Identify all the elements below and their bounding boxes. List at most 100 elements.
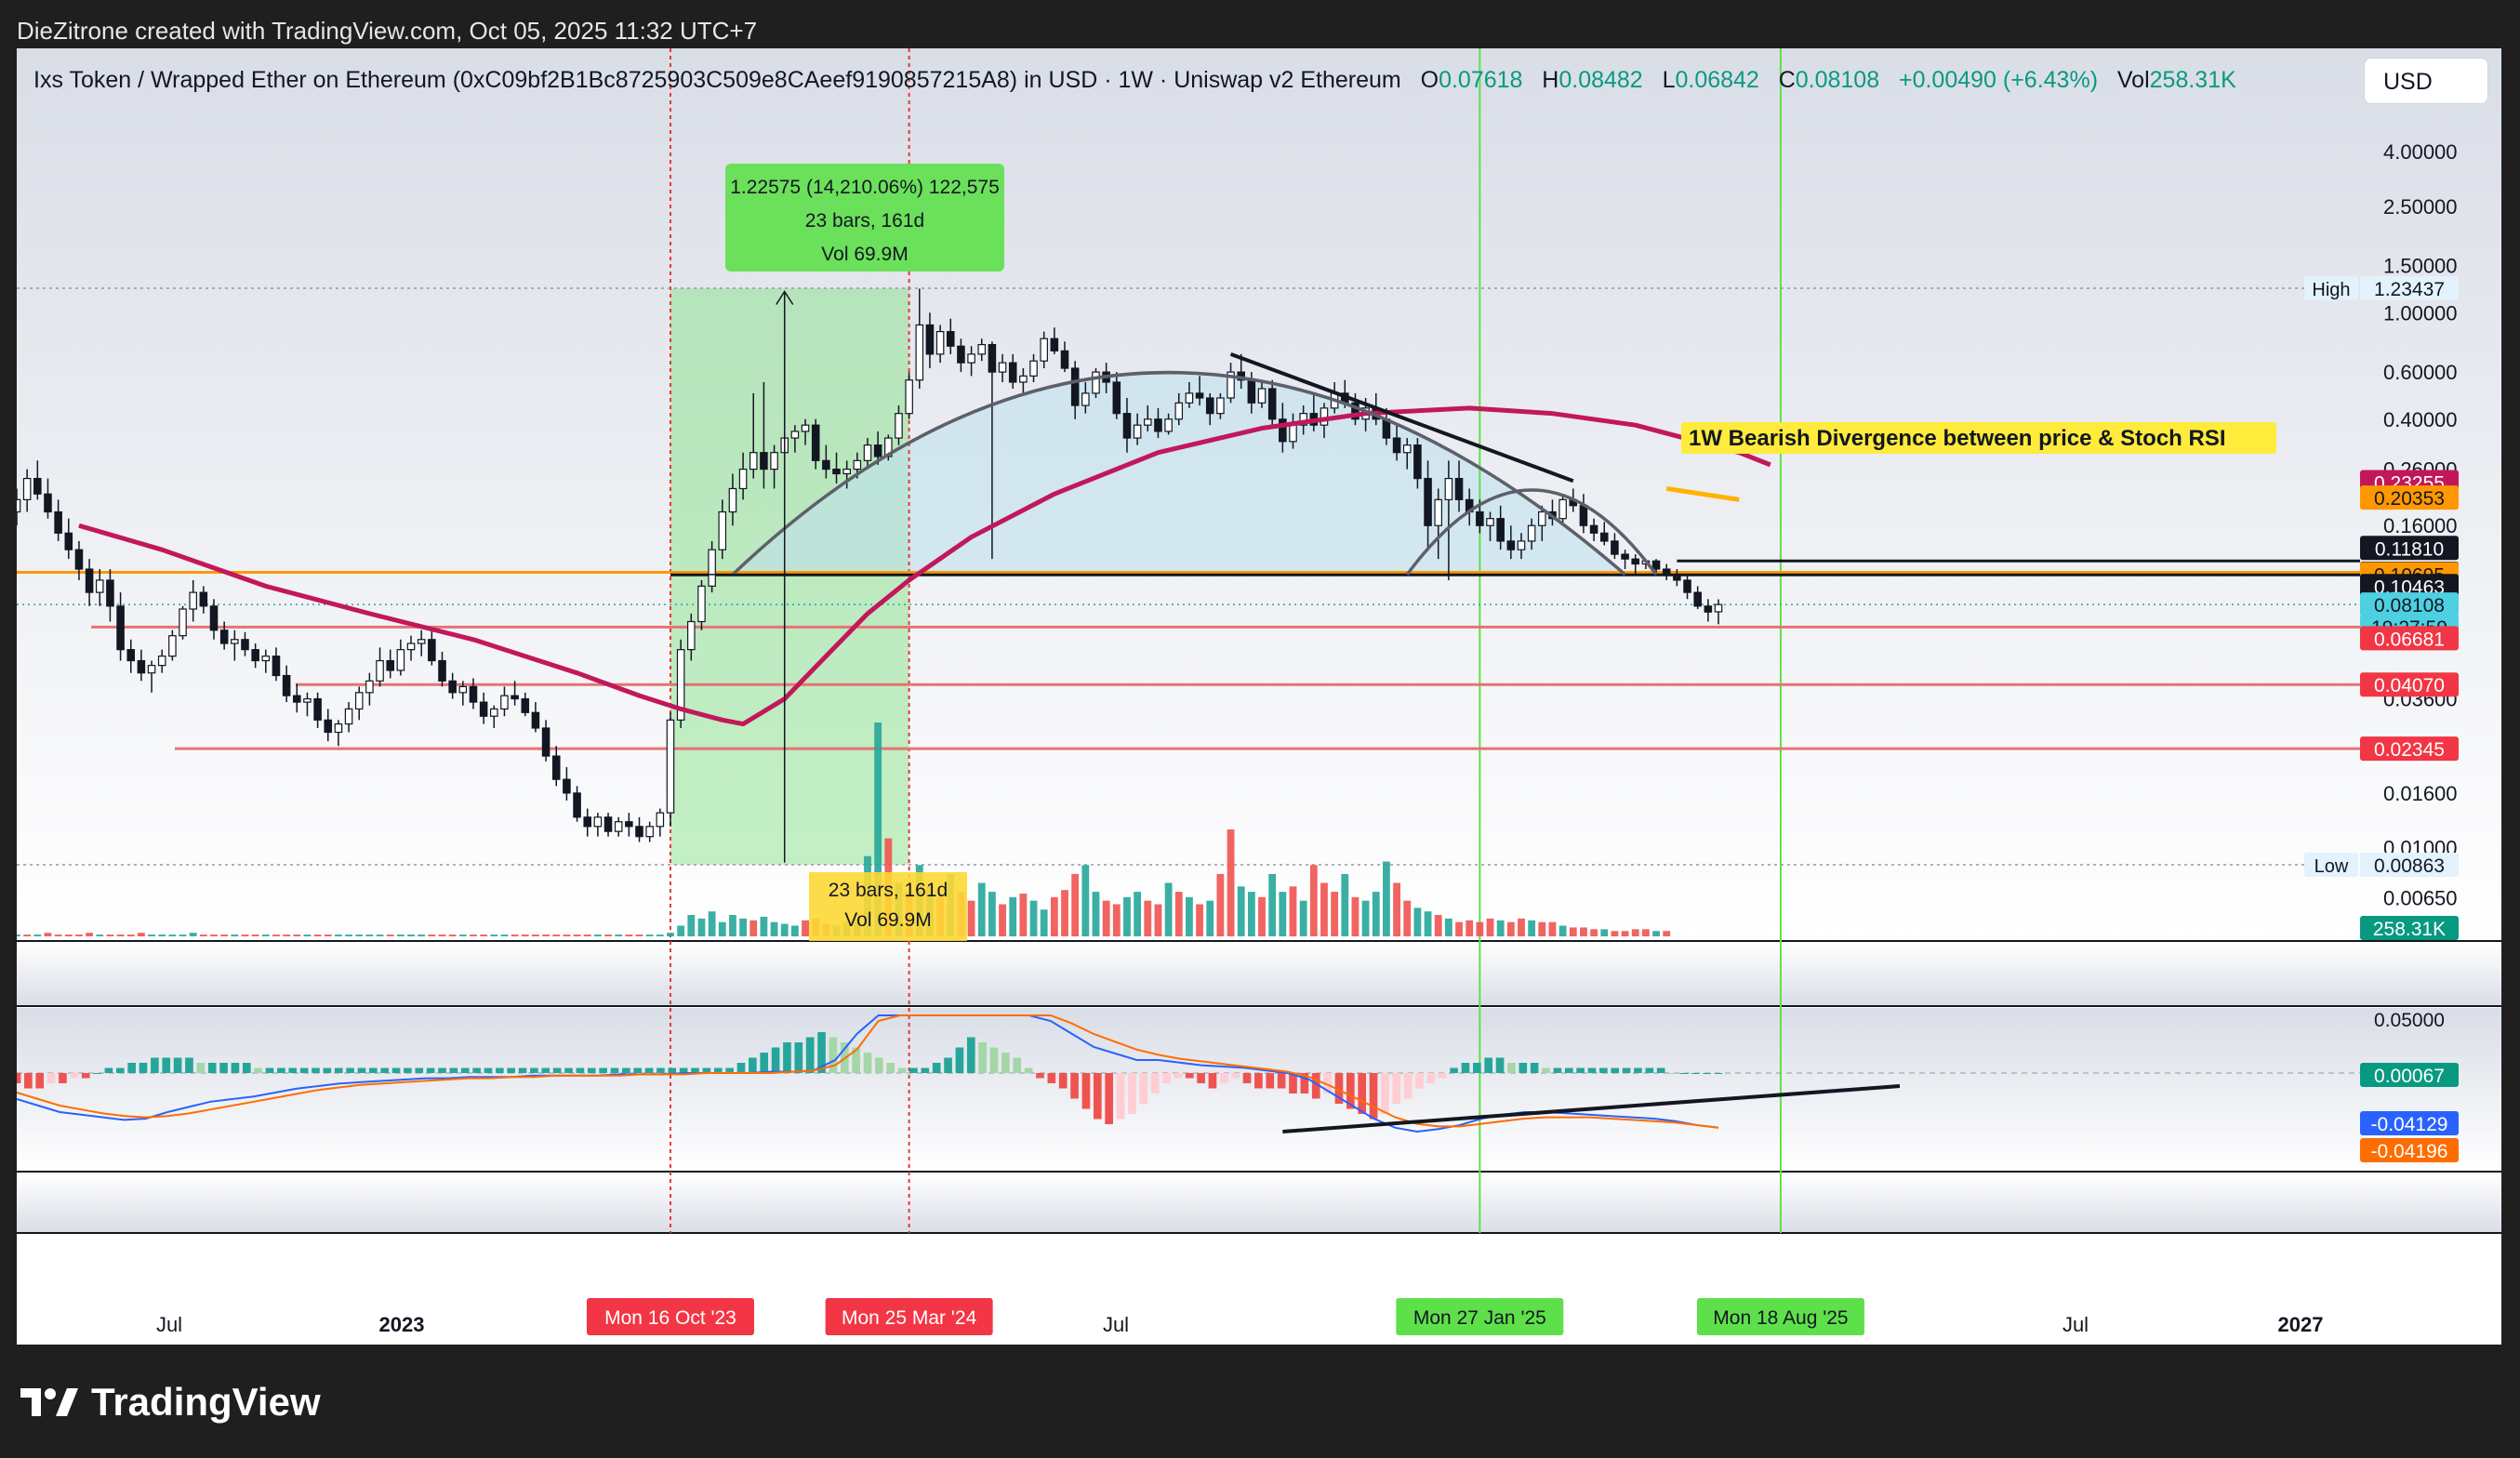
candle <box>116 605 125 651</box>
macd-histogram-bar <box>1542 1067 1550 1073</box>
volume-bar <box>977 882 986 936</box>
price-badge-bg <box>2360 916 2459 940</box>
macd-histogram-bar <box>35 1073 45 1089</box>
macd-histogram-bar <box>1311 1073 1320 1099</box>
high-value: 1.23437 <box>2374 279 2445 300</box>
macd-histogram-bar <box>24 1073 33 1089</box>
volume-bar <box>1538 921 1546 936</box>
candle <box>1424 477 1432 526</box>
volume-bar <box>790 925 799 936</box>
volume-bar <box>656 934 664 936</box>
candle <box>656 812 665 828</box>
macd-histogram-bar <box>93 1073 101 1074</box>
candle <box>1257 388 1267 404</box>
chart-canvas[interactable]: 1W Bearish Divergence between price & St… <box>17 48 2501 1345</box>
macd-histogram-bar <box>1403 1073 1413 1099</box>
measure-box <box>725 164 1004 272</box>
macd-histogram-bar <box>633 1067 643 1073</box>
macd-pane-bg <box>17 1008 2501 1172</box>
volume-bar <box>1424 911 1432 936</box>
candle <box>469 685 478 703</box>
macd-histogram-bar <box>897 1067 907 1073</box>
candle <box>1558 498 1567 520</box>
macd-histogram-bar <box>760 1053 769 1073</box>
candle <box>396 649 405 671</box>
macd-histogram-bar <box>1679 1073 1689 1074</box>
candle <box>282 674 291 696</box>
macd-histogram-bar <box>1415 1073 1424 1089</box>
volume-bar <box>1009 896 1017 936</box>
open-value: 0.07618 <box>1439 67 1523 93</box>
measure-range-fill <box>670 288 909 865</box>
macd-badge: 0.00067 <box>2374 1066 2445 1087</box>
volume-bar <box>490 934 498 936</box>
macd-histogram-bar <box>59 1073 67 1083</box>
candle <box>583 816 592 828</box>
volume-bar <box>563 934 571 936</box>
candle <box>1631 558 1640 565</box>
candle <box>977 343 987 355</box>
divergence-note-bg <box>1681 422 2276 454</box>
candle <box>957 345 965 364</box>
volume-bar <box>251 934 259 936</box>
macd-histogram-bar <box>1024 1067 1033 1073</box>
candle <box>428 639 436 662</box>
macd-histogram-bar <box>17 1073 21 1083</box>
macd-histogram-bar <box>1611 1067 1620 1073</box>
candle <box>1517 540 1526 550</box>
low-label-bg <box>2304 853 2358 877</box>
candle <box>241 639 249 651</box>
volume-bar <box>542 934 550 936</box>
volume-bar <box>438 934 446 936</box>
macd-histogram-bar <box>507 1067 516 1073</box>
candle <box>95 579 104 593</box>
macd-histogram-bar <box>1587 1067 1597 1073</box>
price-axis-tick: 1.50000 <box>2383 255 2458 278</box>
currency-button[interactable]: USD <box>2364 58 2488 104</box>
symbol-title[interactable]: Ixs Token / Wrapped Ether on Ethereum (0… <box>33 67 1401 93</box>
candle <box>386 659 394 671</box>
candle <box>85 568 94 593</box>
macd-histogram-bar <box>749 1057 757 1073</box>
price-axis-tick: 0.40000 <box>2383 408 2458 431</box>
price-badge: 0.11810 <box>2375 538 2444 560</box>
candle <box>915 324 924 381</box>
date-marker: Mon 16 Oct '23 <box>604 1307 736 1329</box>
macd-histogram-bar <box>1139 1073 1148 1104</box>
candle <box>1008 362 1017 383</box>
candle <box>1289 424 1297 443</box>
price-axis-tick: 1.00000 <box>2383 301 2458 325</box>
volume-bar <box>470 934 477 936</box>
macd-histogram-bar <box>1599 1067 1608 1073</box>
publisher-line: DieZitrone created with TradingView.com,… <box>17 17 758 45</box>
candle <box>895 413 903 439</box>
volume-bar <box>1164 882 1173 936</box>
macd-histogram-bar <box>518 1067 527 1073</box>
macd-histogram-bar <box>1128 1073 1136 1114</box>
volume-bar <box>86 933 94 936</box>
macd-histogram-bar <box>736 1063 746 1073</box>
volume-bar <box>500 934 509 936</box>
macd-histogram-bar <box>552 1067 562 1073</box>
chart-area[interactable]: 1W Bearish Divergence between price & St… <box>17 48 2501 1345</box>
volume-bar <box>1548 921 1557 936</box>
volume-bar <box>220 934 229 936</box>
macd-histogram-bar <box>207 1063 217 1073</box>
macd-histogram-bar <box>725 1067 734 1073</box>
volume-bar <box>137 933 145 936</box>
volume-bar <box>1518 918 1525 936</box>
volume-bar <box>552 934 561 936</box>
measure-box-line: 1.22575 (14,210.06%) 122,575 <box>730 177 1000 198</box>
macd-histogram-bar <box>312 1067 320 1073</box>
candle <box>1164 418 1173 432</box>
candle <box>417 639 426 644</box>
volume-bar <box>1506 921 1515 936</box>
candle <box>1185 392 1194 404</box>
date-marker-bg <box>1696 1298 1864 1335</box>
macd-histogram-bar <box>1645 1067 1654 1073</box>
volume-bar <box>126 934 135 936</box>
candle <box>137 659 146 674</box>
macd-histogram-bar <box>46 1073 56 1083</box>
volume-bar <box>1393 882 1400 936</box>
measure-box-line: 23 bars, 161d <box>805 210 924 232</box>
